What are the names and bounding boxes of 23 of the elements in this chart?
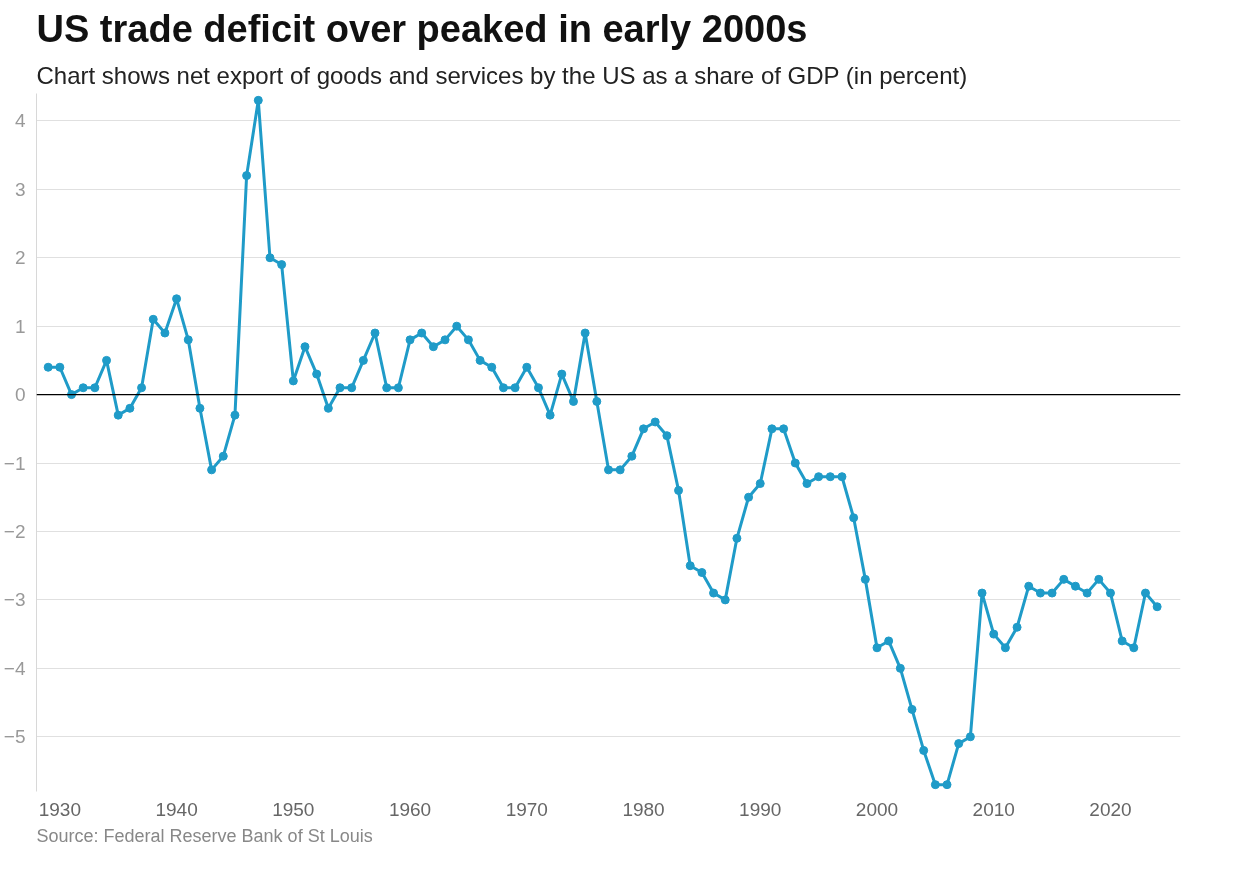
source-note: Source: Federal Reserve Bank of St Louis	[36, 825, 373, 846]
x-tick-label: 1950	[272, 798, 315, 820]
x-tick-label: 2020	[1089, 798, 1132, 820]
y-tick-label: −5	[3, 726, 26, 748]
y-tick-label: −2	[3, 520, 26, 542]
x-tick-label: 1970	[505, 798, 548, 820]
x-tick-label: 2000	[855, 798, 899, 820]
y-tick-label: 1	[14, 315, 26, 337]
x-tick-label: 2010	[972, 798, 1015, 820]
y-tick-label: 0	[14, 384, 26, 406]
chart-subtitle: Chart shows net export of goods and services by the US as a share of GDP (in percent)	[36, 61, 968, 89]
y-tick-label: 3	[14, 178, 26, 200]
x-tick-label: 1940	[155, 798, 198, 820]
x-tick-label: 1990	[739, 798, 782, 820]
y-tick-label: −4	[3, 657, 26, 679]
y-tick-label: 4	[14, 110, 26, 132]
y-tick-label: −3	[3, 589, 26, 611]
y-tick-label: −1	[3, 452, 26, 474]
x-tick-label: 1960	[388, 798, 432, 820]
x-tick-label: 1930	[38, 798, 81, 820]
x-tick-label: 1980	[622, 798, 665, 820]
chart-title: US trade deficit over peaked in early 2000s	[36, 7, 808, 50]
y-tick-label: 2	[14, 247, 26, 269]
